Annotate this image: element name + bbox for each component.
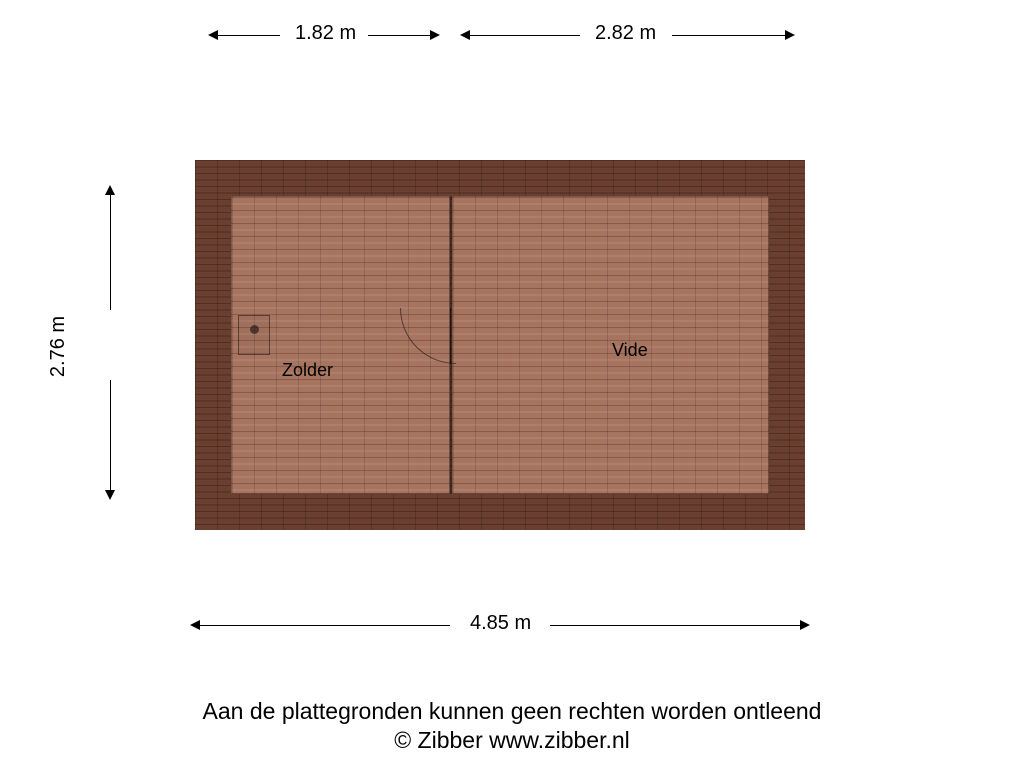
dim-bottom-line-right bbox=[550, 625, 800, 626]
dim-top-1-line-left bbox=[218, 35, 280, 36]
dim-left-arrow-down bbox=[105, 490, 115, 500]
dim-left-line-top bbox=[110, 195, 111, 310]
dim-top-1-arrow-left bbox=[208, 30, 218, 40]
dim-top-1-arrow-right bbox=[430, 30, 440, 40]
footer-disclaimer: Aan de plattegronden kunnen geen rechten… bbox=[0, 697, 1024, 755]
dim-left-arrow-up bbox=[105, 185, 115, 195]
fixture-dot bbox=[250, 325, 259, 334]
dim-left-line-bottom bbox=[110, 380, 111, 490]
dim-top-2-line-left bbox=[470, 35, 580, 36]
door-leaf bbox=[450, 308, 451, 364]
room-label-zolder: Zolder bbox=[282, 360, 333, 381]
dim-left-label: 2.76 m bbox=[47, 316, 70, 377]
dim-top-2-arrow-right bbox=[785, 30, 795, 40]
floorplan-canvas: 1.82 m 2.82 m 2.76 m 4.85 m Zolder Vide … bbox=[0, 0, 1024, 768]
dim-bottom-arrow-right bbox=[800, 620, 810, 630]
room-label-vide: Vide bbox=[612, 340, 648, 361]
dim-bottom-label: 4.85 m bbox=[470, 612, 531, 635]
dim-bottom-line-left bbox=[200, 625, 450, 626]
fixture-box bbox=[238, 315, 270, 355]
footer-line1: Aan de plattegronden kunnen geen rechten… bbox=[0, 697, 1024, 726]
dim-top-2-arrow-left bbox=[460, 30, 470, 40]
footer-line2: © Zibber www.zibber.nl bbox=[0, 726, 1024, 755]
dim-top-2-label: 2.82 m bbox=[595, 22, 656, 45]
dim-top-2-line-right bbox=[672, 35, 785, 36]
dim-bottom-arrow-left bbox=[190, 620, 200, 630]
dim-top-1-line-right bbox=[368, 35, 430, 36]
floorplan bbox=[195, 160, 805, 530]
dim-top-1-label: 1.82 m bbox=[295, 22, 356, 45]
room-vide-area bbox=[452, 196, 769, 494]
